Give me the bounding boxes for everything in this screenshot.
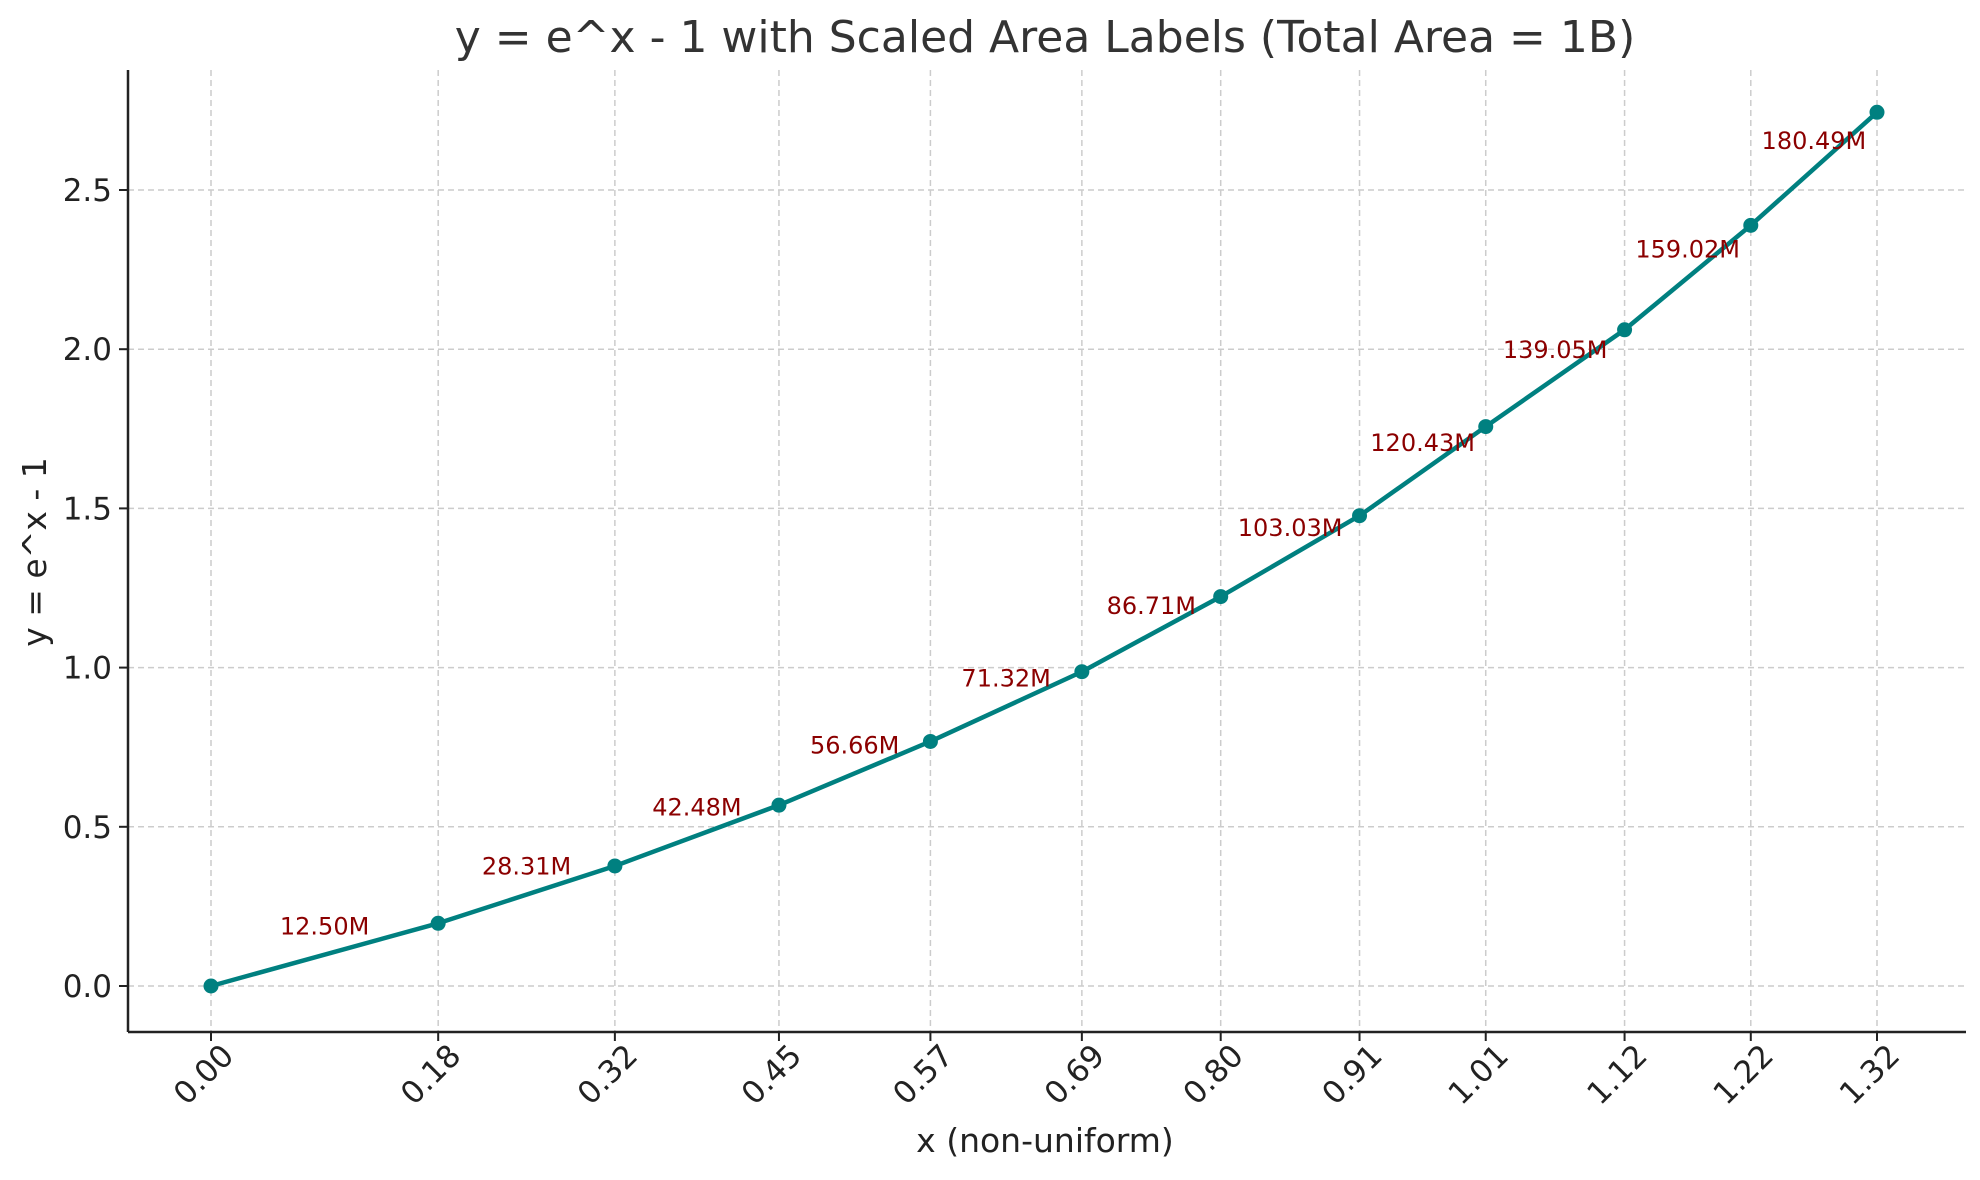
- series-line: [208, 110, 1880, 989]
- data-point: [1743, 217, 1759, 233]
- data-point: [1213, 589, 1229, 605]
- grid: [128, 70, 1966, 1032]
- area-label: 103.03M: [1238, 514, 1343, 542]
- x-tick-label: 0.00: [167, 1038, 241, 1112]
- series: [203, 104, 1885, 994]
- x-tick-label: 0.91: [1315, 1038, 1389, 1112]
- area-label: 28.31M: [482, 853, 571, 881]
- data-point: [1617, 322, 1633, 338]
- area-label: 139.05M: [1503, 336, 1608, 364]
- x-tick-label: 1.01: [1442, 1038, 1516, 1112]
- x-tick-label: 0.45: [735, 1038, 809, 1112]
- data-point: [1352, 508, 1368, 524]
- y-tick-label: 2.0: [63, 332, 112, 368]
- axes: [126, 70, 1966, 1034]
- area-labels: 12.50M 28.31M 42.48M 56.66M 71.32M 86.71M 103.…: [280, 127, 1866, 941]
- area-label: 159.02M: [1635, 236, 1740, 264]
- area-label: 86.71M: [1107, 592, 1196, 620]
- x-tick-label: 1.22: [1707, 1038, 1781, 1112]
- x-axis-label: x (non-uniform): [916, 1121, 1174, 1160]
- x-tick-label: 1.12: [1580, 1038, 1654, 1112]
- data-point: [771, 797, 787, 813]
- x-tick-label: 0.18: [394, 1038, 468, 1112]
- data-point: [1478, 419, 1494, 435]
- x-tick-label: 1.32: [1833, 1038, 1907, 1112]
- chart-title: y = e^x - 1 with Scaled Area Labels (Tot…: [455, 12, 1636, 63]
- area-label: 120.43M: [1370, 429, 1475, 457]
- area-label: 56.66M: [810, 731, 899, 759]
- y-tick-label: 0.0: [63, 969, 112, 1005]
- y-tick-label: 0.5: [63, 810, 112, 846]
- area-label: 12.50M: [280, 913, 369, 941]
- area-label: 71.32M: [961, 665, 1050, 693]
- x-tick-label: 0.57: [886, 1038, 960, 1112]
- data-point: [203, 978, 219, 994]
- y-axis-label: y = e^x - 1: [15, 457, 54, 647]
- y-tick-label: 1.5: [63, 491, 112, 527]
- area-label: 42.48M: [652, 794, 741, 822]
- data-point: [430, 915, 446, 931]
- data-point: [1074, 664, 1090, 680]
- x-tick-label: 0.69: [1038, 1038, 1112, 1112]
- y-tick-label: 2.5: [63, 173, 112, 209]
- y-tick-label: 1.0: [63, 651, 112, 687]
- data-point: [1869, 104, 1885, 120]
- ticks: 0.0 0.5 1.0 1.5 2.0 2.5 0.00 0.18 0.32 0.45 0.57 0.…: [63, 173, 1907, 1112]
- x-tick-label: 0.32: [571, 1038, 645, 1112]
- data-point: [607, 858, 623, 874]
- data-point: [922, 733, 938, 749]
- x-tick-label: 0.80: [1176, 1038, 1250, 1112]
- area-label: 180.49M: [1762, 127, 1867, 155]
